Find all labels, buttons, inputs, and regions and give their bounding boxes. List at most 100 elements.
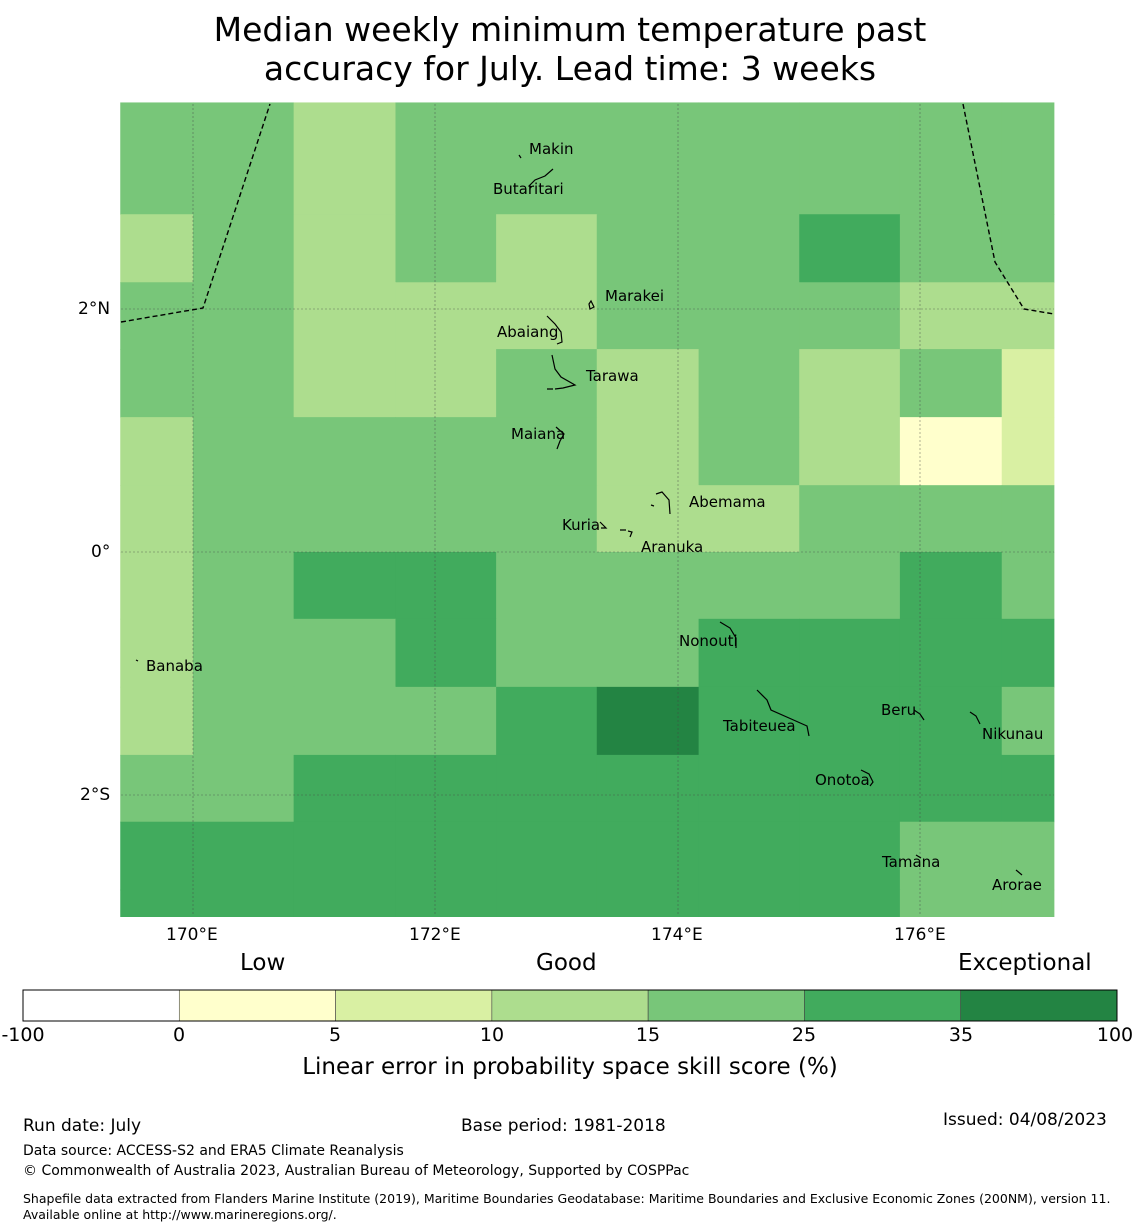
island-outline-aranuka [620, 529, 633, 538]
skill-cell [120, 618, 194, 688]
skill-cell [899, 754, 1003, 823]
colorbar-tick: 100 [1096, 1024, 1134, 1046]
eez-boundaries [120, 103, 1055, 323]
skill-cell [293, 686, 396, 756]
island-outline-nikunau [969, 711, 981, 725]
category-exceptional-label: Exceptional [958, 950, 1092, 976]
skill-cell [698, 552, 800, 620]
island-label: Abaiang [497, 323, 558, 341]
skill-cell [395, 485, 497, 553]
island-outline-kuria [599, 521, 608, 529]
skill-cell [293, 485, 396, 553]
shapefile-credit: Shapefile data extracted from Flanders M… [23, 1191, 1111, 1222]
skill-cell [395, 102, 497, 215]
skill-cell [899, 485, 1003, 553]
island-outline-arorae [1015, 869, 1023, 876]
skill-cell [698, 754, 800, 823]
skill-cell [899, 349, 1003, 418]
skill-cell [496, 349, 598, 418]
x-tick-174e: 174°E [651, 925, 703, 945]
skill-cell [395, 417, 497, 486]
island-label: Kuria [562, 516, 600, 534]
skill-cell [799, 552, 901, 620]
skill-cell [799, 349, 901, 418]
colorbar-segment [960, 989, 1118, 1022]
island-label: Makin [529, 140, 574, 158]
colorbar-tick: 15 [635, 1024, 661, 1046]
skill-cell [1001, 821, 1055, 891]
skill-cell [395, 618, 497, 688]
skill-cell [120, 821, 194, 891]
skill-cell [496, 686, 598, 756]
skill-cell [193, 102, 295, 215]
skill-cell [193, 485, 295, 553]
base-period: Base period: 1981-2018 [461, 1116, 666, 1136]
skill-cell [193, 618, 295, 688]
skill-cell [496, 102, 598, 215]
skill-cell [899, 552, 1003, 620]
skill-cell [596, 686, 700, 756]
skill-cell [799, 282, 901, 350]
skill-cell [799, 485, 901, 553]
map-title-line1: Median weekly minimum temperature past [213, 10, 927, 49]
island-outline-tabiteuea [756, 689, 810, 737]
skill-cell [799, 618, 901, 688]
skill-cell [120, 552, 194, 620]
skill-cell [193, 821, 295, 891]
category-good-label: Good [536, 950, 597, 976]
skill-cell [193, 754, 295, 823]
colorbar-tick: -100 [1, 1024, 45, 1046]
island-outline-makin [518, 154, 522, 159]
island-label: Abemama [689, 493, 766, 511]
lat-lon-gridlines [121, 104, 1054, 915]
skill-cell [395, 821, 497, 891]
colorbar-segment [22, 989, 180, 1022]
skill-cell [193, 214, 295, 283]
skill-cell [799, 214, 901, 283]
island-label: Aranuka [641, 538, 703, 556]
island-outline-tarawa [547, 354, 577, 390]
skill-cell [899, 889, 1003, 917]
skill-cell [698, 686, 800, 756]
y-tick-2s: 2°S [80, 785, 111, 805]
island-label: Butaritari [493, 180, 564, 198]
eez-boundary-east [962, 103, 1055, 315]
y-tick-2n: 2°N [78, 299, 111, 319]
skill-cell [899, 102, 1003, 215]
skill-cell [899, 214, 1003, 283]
skill-cell [496, 821, 598, 891]
skill-cell [596, 214, 700, 283]
skill-cell [1001, 889, 1055, 917]
skill-cell [698, 618, 800, 688]
island-outline-butaritari [527, 168, 554, 188]
x-tick-172e: 172°E [409, 925, 461, 945]
island-label: Nikunau [982, 725, 1043, 743]
skill-cell [596, 417, 700, 486]
skill-cell [799, 102, 901, 215]
skill-cell [596, 552, 700, 620]
skill-cell [496, 552, 598, 620]
island-outline-tamana [915, 854, 922, 859]
skill-cell [799, 686, 901, 756]
skill-cell [193, 552, 295, 620]
x-tick-170e: 170°E [166, 925, 218, 945]
skill-cell [1001, 349, 1055, 418]
category-low-label: Low [240, 950, 286, 976]
island-labels: Makin Butaritari Marakei Abaiang Tarawa Maian… [146, 140, 1043, 894]
colorbar-tick: 25 [791, 1024, 817, 1046]
skill-cell [1001, 102, 1055, 215]
skill-cell [293, 821, 396, 891]
skill-cell [899, 282, 1003, 350]
island-outlines [135, 154, 1023, 876]
skill-cell [496, 485, 598, 553]
skill-cell [120, 102, 194, 215]
skill-cell [293, 349, 396, 418]
skill-cell [1001, 485, 1055, 553]
skill-cell [395, 349, 497, 418]
island-outline-banaba [135, 659, 139, 662]
x-tick-176e: 176°E [894, 925, 946, 945]
colorbar [22, 989, 1118, 1022]
skill-cell [293, 754, 396, 823]
skill-cell [193, 686, 295, 756]
skill-cell [596, 485, 700, 553]
